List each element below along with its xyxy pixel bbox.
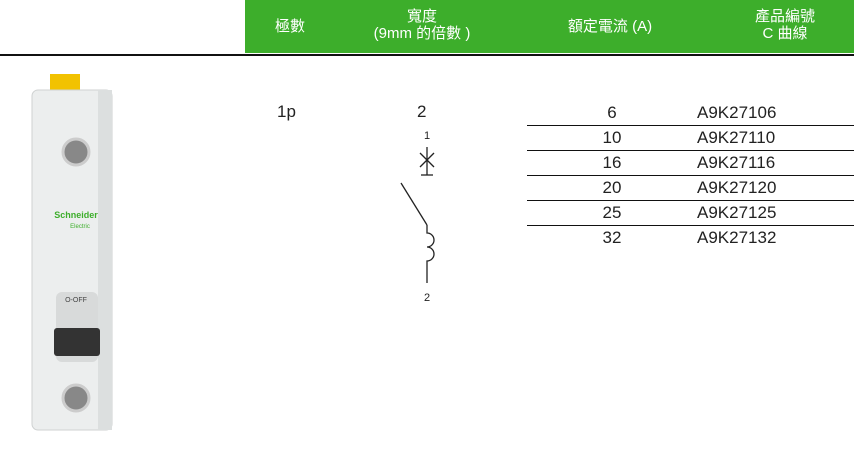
brand: Schneider [54,210,98,220]
table-row: 25 A9K27125 [527,200,854,226]
poles: 1p [277,102,296,121]
header-text: 額定電流 (A) [567,18,653,35]
header-cell: 產品編號 C 曲線 [700,8,854,42]
part-number: A9K27106 [697,103,777,122]
breaker-side [98,90,112,430]
header-text: 極數 [274,18,305,35]
header-cell: 寬度 (9mm 的倍數 ) [337,8,507,42]
part-number: A9K27110 [697,128,776,147]
toggle [54,328,100,356]
header-text: 產品編號 [754,8,815,25]
table-row: 16 A9K27116 [527,150,854,176]
header-text: 寬度 [406,8,437,25]
part-number: A9K27132 [697,228,777,247]
rated-current: 16 [602,153,622,172]
part-number: A9K27125 [697,203,777,222]
symbol-bottom: 2 [424,292,430,304]
table-row: 6 A9K27106 [527,100,854,126]
rated-current: 10 [602,128,622,147]
rated-current: 20 [602,178,622,197]
table-row: 32 A9K27132 [527,225,854,250]
rated-current: 6 [607,103,617,122]
header-cell: 極數 [205,18,375,35]
brand-sub: Electric [70,224,90,230]
switch-label: O-OFF [65,297,87,304]
terminal [61,137,91,167]
header-text: (9mm 的倍數 ) [373,25,471,42]
header-cell: 額定電流 (A) [525,18,695,35]
symbol-top: 1 [424,130,430,142]
header-bar [245,0,854,53]
rated-current: 32 [602,228,622,247]
table-row: 10 A9K27110 [527,125,854,151]
product-image: Schneider Electric O-OFF [31,74,113,431]
part-number: A9K27116 [697,153,776,172]
rated-current: 25 [602,203,622,222]
header-text: C 曲線 [762,25,808,42]
width: 2 [417,102,427,121]
header-rule [0,54,854,56]
table-row: 20 A9K27120 [527,175,854,201]
breaker-symbol: 1 2 [400,130,435,304]
terminal [61,383,91,413]
part-number: A9K27120 [697,178,777,197]
